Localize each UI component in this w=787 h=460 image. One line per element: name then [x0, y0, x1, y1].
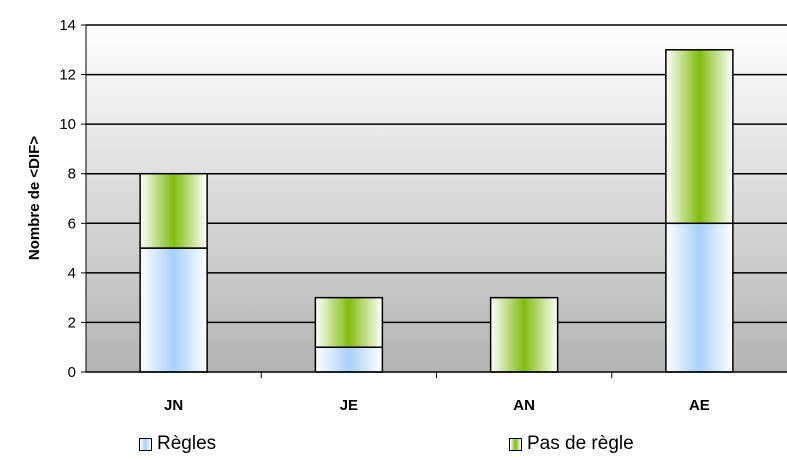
y-tick-label: 4	[68, 265, 76, 282]
y-tick-label: 12	[59, 67, 76, 84]
y-tick-label: 6	[68, 215, 76, 232]
bar-pas-de-regle-ae	[665, 49, 734, 225]
y-tick-label: 2	[68, 314, 76, 331]
bar-regles-je	[314, 346, 384, 373]
bar-pas-de-regle-je	[314, 296, 384, 348]
y-tick-label: 10	[59, 116, 76, 133]
legend-swatch-regles	[139, 437, 152, 451]
x-tick-label: AE	[689, 397, 710, 414]
y-tick-label: 8	[68, 166, 76, 183]
legend-label-pas-de-regle: Pas de règle	[527, 433, 634, 454]
y-axis-label: Nombre de <DIF>	[26, 136, 43, 260]
y-tick-label: 14	[59, 17, 76, 34]
legend-item-pas-de-regle: Pas de règle	[509, 433, 634, 455]
x-tick-label: JE	[340, 397, 358, 414]
bar-pas-de-regle-jn	[139, 172, 208, 249]
bar-pas-de-regle-an	[489, 296, 559, 373]
legend-swatch-pas-de-regle	[509, 437, 522, 451]
bar-regles-ae	[665, 222, 734, 373]
legend-item-regles: Règles	[139, 433, 216, 455]
y-tick-label: 0	[68, 364, 76, 381]
bar-regles-jn	[139, 247, 208, 373]
x-tick-label: AN	[513, 397, 535, 414]
x-tick-label: JN	[164, 397, 183, 414]
legend-label-regles: Règles	[157, 433, 217, 454]
